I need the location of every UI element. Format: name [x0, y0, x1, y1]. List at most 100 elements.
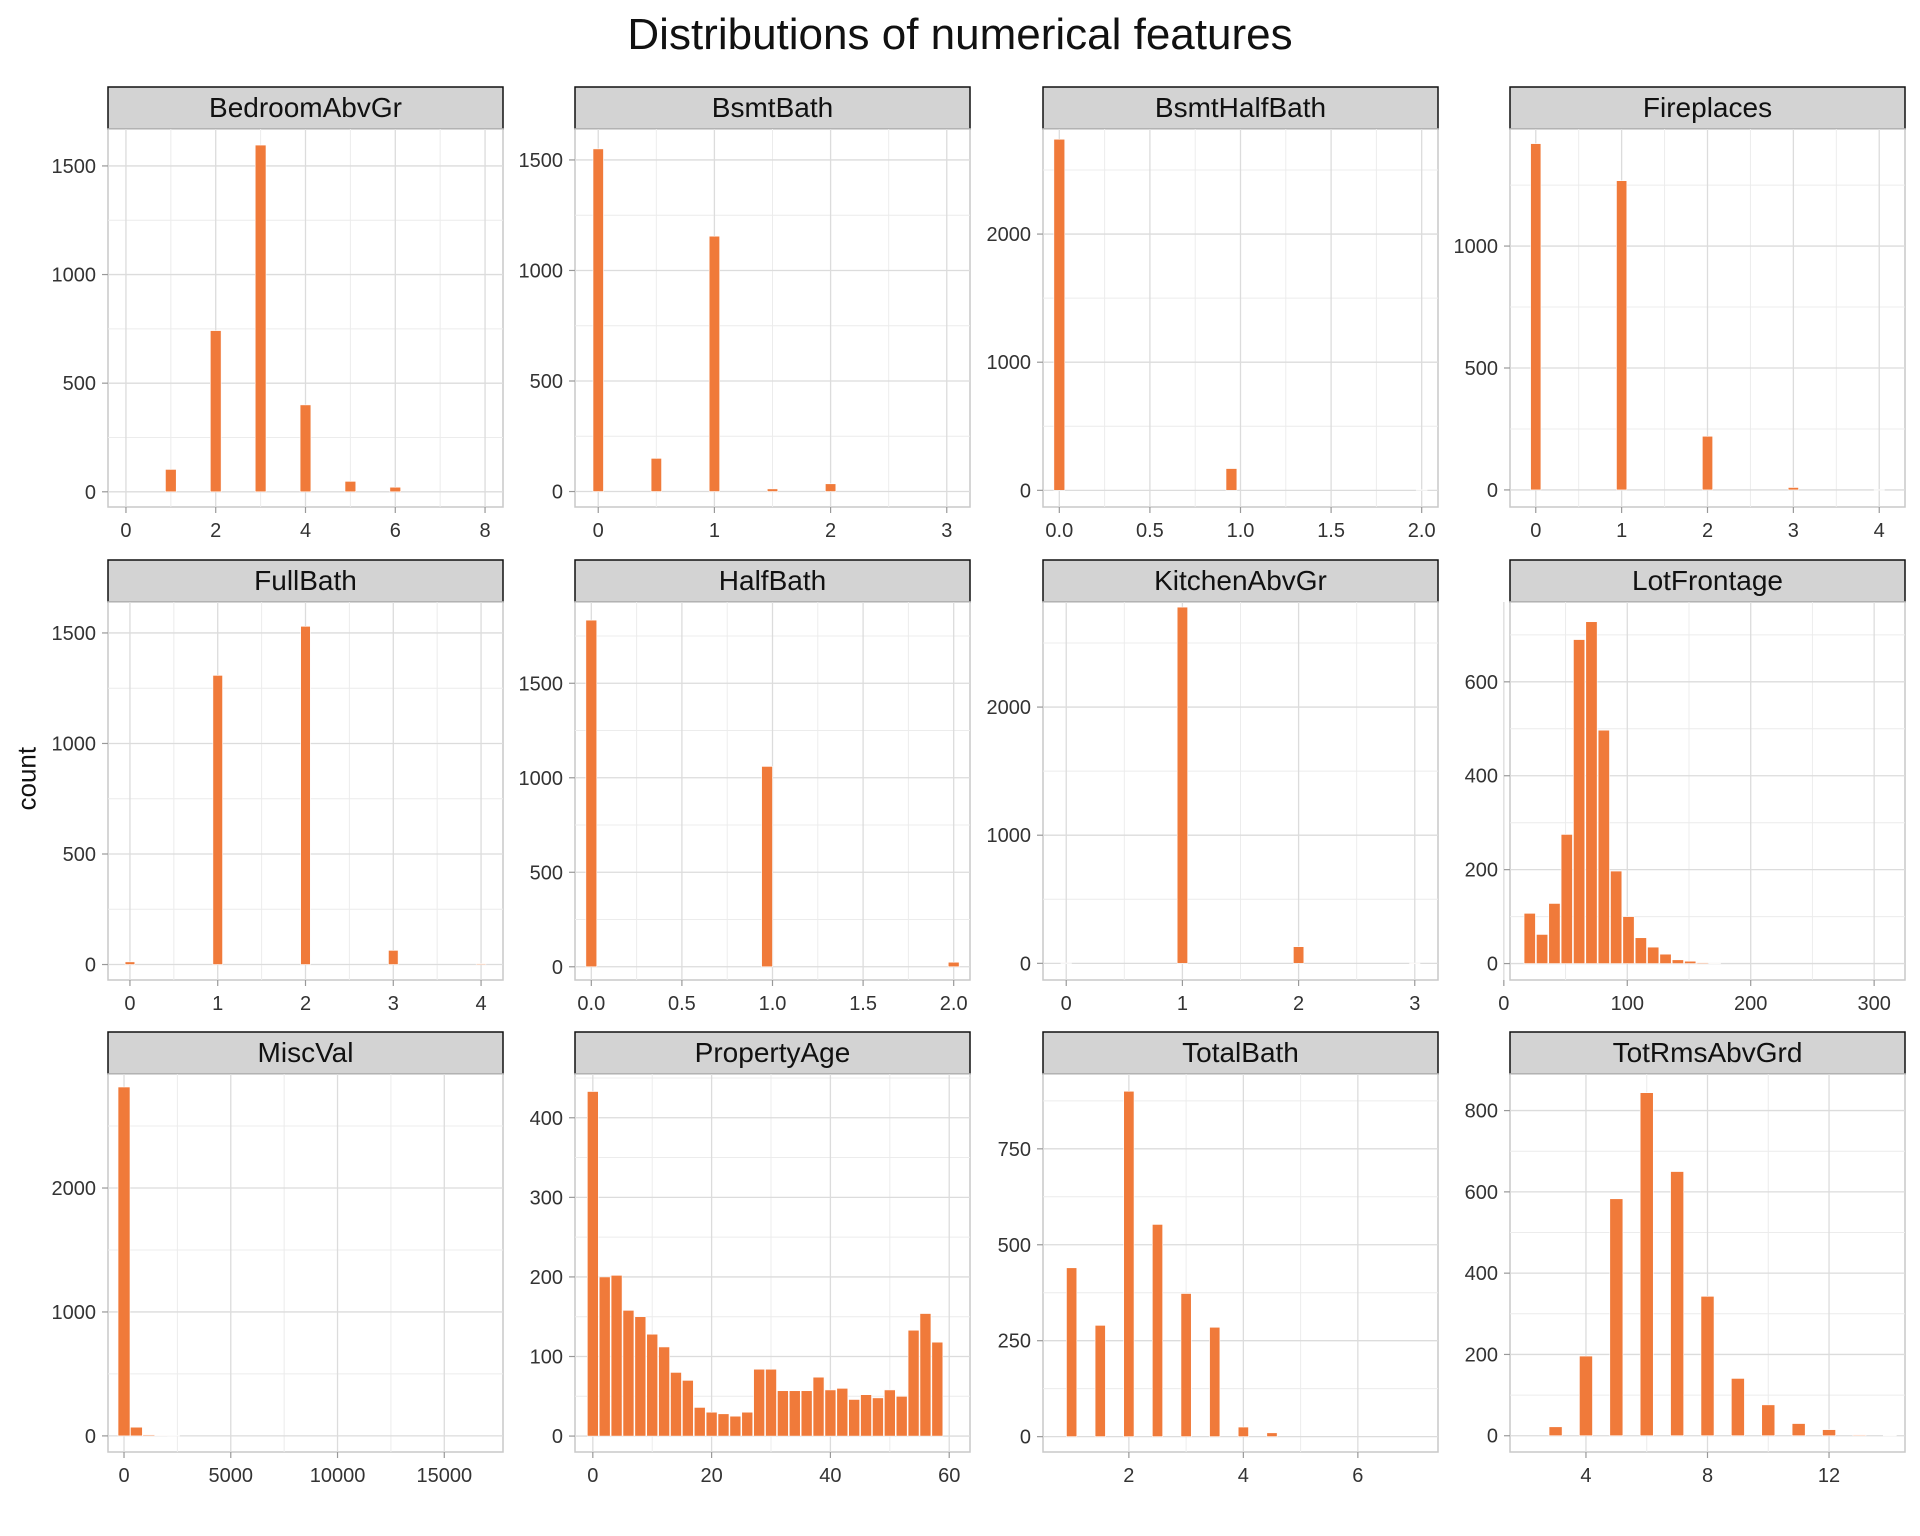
histogram-bar: [907, 1329, 920, 1437]
y-tick-label: 400: [1465, 766, 1498, 788]
histogram-bar: [812, 1376, 825, 1437]
histogram-bar: [1536, 934, 1549, 964]
x-tick-label: 8: [1702, 1465, 1713, 1487]
histogram-bar: [1708, 962, 1721, 964]
y-tick-label: 0: [1487, 954, 1498, 976]
x-tick-label: 0: [1530, 520, 1541, 542]
histogram-bar: [1787, 487, 1799, 491]
x-tick-label: 4: [300, 520, 311, 542]
x-tick-label: 4: [1580, 1465, 1591, 1487]
x-tick-label: 2: [210, 520, 221, 542]
y-tick-label: 750: [998, 1139, 1031, 1161]
y-tick-label: 500: [530, 371, 563, 393]
histogram-bar: [717, 1413, 730, 1437]
histogram-bar: [1409, 962, 1421, 964]
x-tick-label: 15000: [416, 1465, 472, 1487]
x-tick-label: 0.5: [668, 993, 696, 1015]
x-tick-label: 300: [1857, 993, 1890, 1015]
x-tick-label: 0: [1061, 993, 1072, 1015]
histogram-bar: [124, 961, 136, 965]
facet-panel-BedroomAbvGr: BedroomAbvGr 0 2 4 6 8 0 500 1000 1500: [52, 86, 504, 542]
y-tick-label: 0: [1487, 480, 1498, 502]
x-tick-label: 1.0: [1227, 520, 1255, 542]
facet-panel-BsmtHalfBath: BsmtHalfBath 0.0 0.5 1.0 1.5 2.0 0 1000 2000: [987, 86, 1439, 542]
histogram-bar: [300, 626, 311, 965]
y-tick-label: 800: [1465, 1101, 1498, 1123]
facet-strip-label: HalfBath: [719, 565, 826, 596]
facet-panel-FullBath: FullBath 0 1 2 3 4 0 500 1000 1500: [52, 559, 504, 1015]
histogram-bar: [1610, 870, 1623, 964]
x-tick-label: 0.5: [1136, 520, 1164, 542]
histogram-bar: [860, 1394, 872, 1437]
histogram-bar: [1053, 138, 1066, 491]
histogram-bar: [154, 1435, 168, 1437]
facet-strip-label: MiscVal: [258, 1037, 354, 1068]
histogram-bar: [1523, 913, 1536, 964]
histogram-bar: [388, 950, 399, 965]
histogram-bar: [1761, 1404, 1776, 1437]
histogram-bar: [634, 1316, 647, 1437]
y-tick-label: 0: [552, 482, 563, 504]
histogram-bar: [646, 1333, 659, 1437]
histogram-bar: [1415, 489, 1428, 491]
histogram-bar: [705, 1411, 718, 1437]
histogram-bar: [1560, 834, 1573, 964]
x-tick-label: 1.5: [849, 993, 877, 1015]
histogram-bar: [1639, 1092, 1654, 1437]
histogram-bar: [1609, 1198, 1624, 1437]
facet-panel-PropertyAge: PropertyAge 0 20 40 60 0 100 200 300 400: [530, 1031, 971, 1487]
histogram-bar: [1530, 143, 1542, 491]
x-tick-label: 12: [1818, 1465, 1840, 1487]
histogram-bar: [1882, 1435, 1897, 1437]
facet-strip-label: FullBath: [254, 565, 357, 596]
y-tick-label: 600: [1465, 672, 1498, 694]
y-tick-label: 0: [1020, 953, 1031, 975]
histogram-bar: [670, 1372, 682, 1437]
facet-panel-KitchenAbvGr: KitchenAbvGr 0 1 2 3 0 1000 2000: [987, 559, 1439, 1015]
histogram-bar: [1700, 1296, 1715, 1437]
x-tick-label: 40: [819, 1465, 841, 1487]
x-tick-label: 3: [941, 520, 952, 542]
histogram-bar: [872, 1397, 884, 1437]
x-tick-label: 2: [1293, 993, 1304, 1015]
histogram-bar: [1180, 1293, 1192, 1437]
histogram-bar: [741, 1411, 754, 1437]
histogram-bar: [598, 1276, 611, 1437]
histogram-bar: [947, 961, 960, 968]
x-tick-label: 6: [390, 520, 401, 542]
histogram-bar: [1822, 1429, 1836, 1437]
y-tick-label: 1000: [987, 825, 1032, 847]
x-tick-label: 3: [1409, 993, 1420, 1015]
histogram-bar: [1731, 1378, 1745, 1437]
x-tick-label: 200: [1734, 993, 1767, 1015]
x-tick-label: 2.0: [940, 993, 968, 1015]
histogram-bar: [1176, 606, 1188, 964]
y-tick-label: 200: [530, 1267, 563, 1289]
x-tick-label: 2.0: [1408, 520, 1436, 542]
x-tick-label: 0: [587, 1465, 598, 1487]
histogram-bar: [167, 1435, 180, 1437]
x-tick-label: 0.0: [1045, 520, 1073, 542]
facet-strip-label: TotalBath: [1182, 1037, 1299, 1068]
y-tick-label: 1500: [519, 150, 564, 172]
y-tick-label: 2000: [987, 697, 1032, 719]
x-tick-label: 1.5: [1317, 520, 1345, 542]
x-tick-label: 1: [1616, 520, 1627, 542]
y-tick-label: 1500: [52, 623, 97, 645]
y-tick-label: 1000: [52, 733, 97, 755]
y-tick-label: 0: [85, 1426, 96, 1448]
y-tick-label: 400: [1465, 1263, 1498, 1285]
facet-strip-label: KitchenAbvGr: [1154, 565, 1327, 596]
facet-strip: [1042, 559, 1439, 603]
histogram-bar: [766, 488, 779, 492]
histogram-bar: [610, 1275, 623, 1437]
histogram-bar: [1548, 903, 1561, 964]
histogram-bar: [1696, 962, 1709, 964]
histogram-bar: [1123, 1090, 1135, 1437]
histogram-bar: [824, 1389, 837, 1437]
y-tick-label: 0: [552, 957, 563, 979]
histogram-bar: [729, 1415, 742, 1437]
histogram-bar: [1585, 621, 1598, 964]
